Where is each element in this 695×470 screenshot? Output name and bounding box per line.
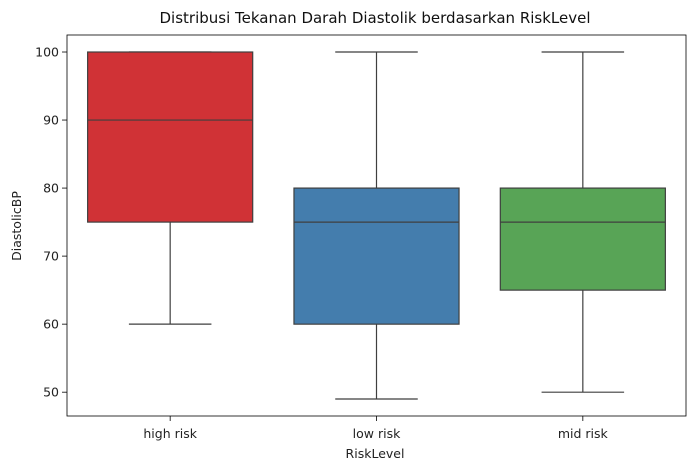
x-tick-label: high risk (143, 426, 197, 441)
boxes-group (88, 52, 666, 399)
x-axis: high risk low risk mid risk (143, 416, 608, 441)
x-tick-label: low risk (353, 426, 401, 441)
y-tick-label: 70 (43, 249, 59, 264)
y-tick-label: 100 (35, 45, 59, 60)
box-high-risk (88, 52, 253, 324)
box-mid-risk (500, 52, 665, 392)
y-axis: 50 60 70 80 90 100 (35, 45, 67, 400)
y-tick-label: 90 (43, 113, 59, 128)
y-axis-label: DiastolicBP (9, 191, 24, 261)
box-iqr (88, 52, 253, 222)
box-low-risk (294, 52, 459, 399)
y-tick-label: 50 (43, 385, 59, 400)
box-iqr (294, 188, 459, 324)
chart-title: Distribusi Tekanan Darah Diastolik berda… (159, 9, 590, 27)
box-iqr (500, 188, 665, 290)
x-axis-label: RiskLevel (346, 446, 405, 461)
y-tick-label: 60 (43, 317, 59, 332)
x-tick-label: mid risk (558, 426, 609, 441)
y-tick-label: 80 (43, 181, 59, 196)
